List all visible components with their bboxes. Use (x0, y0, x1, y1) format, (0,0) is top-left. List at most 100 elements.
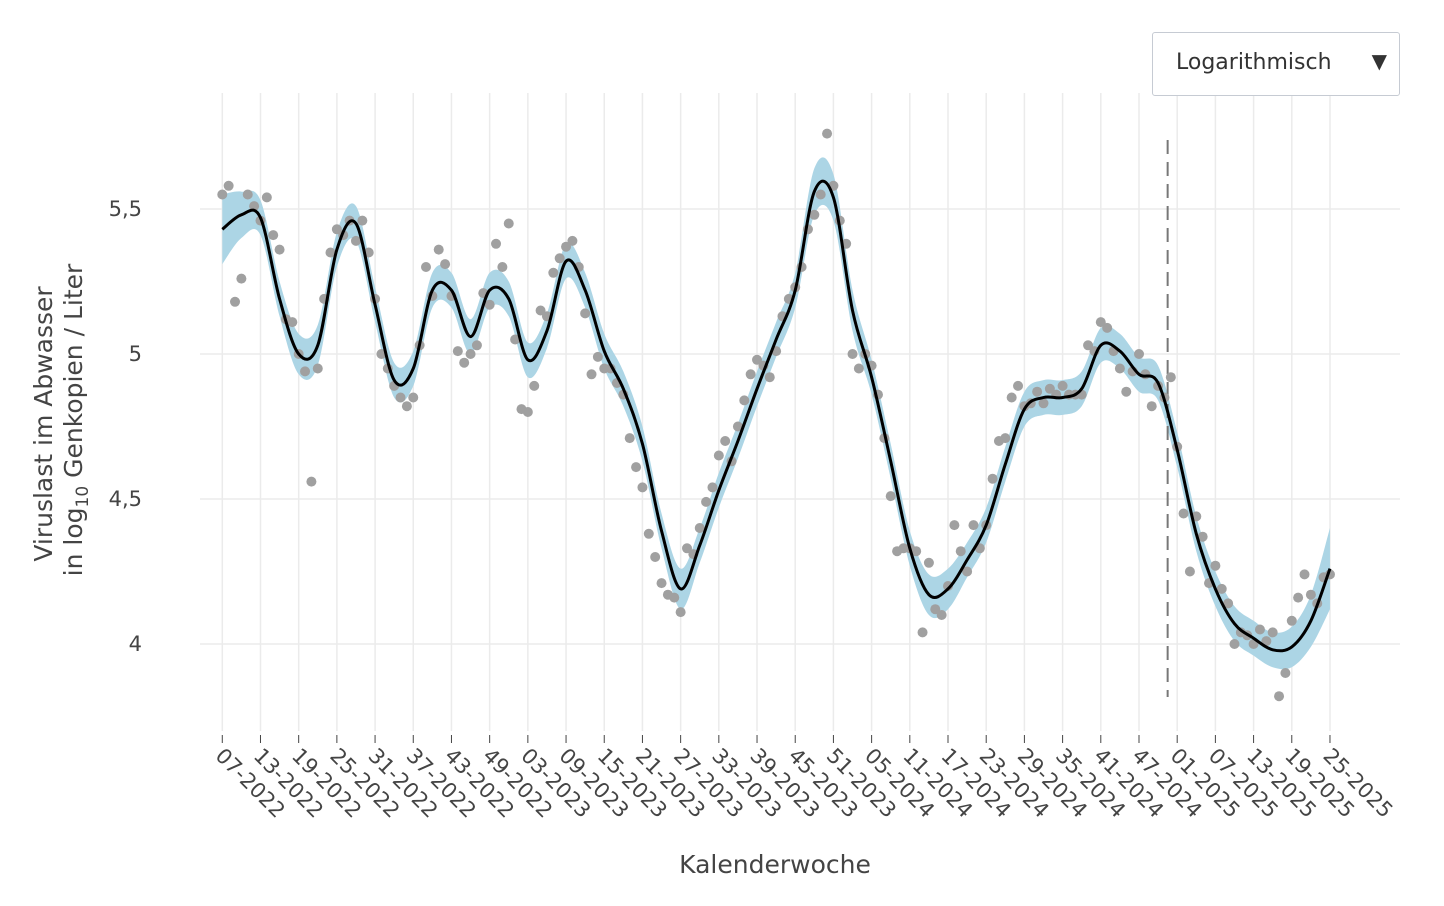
data-point (917, 627, 928, 638)
data-point (592, 351, 603, 362)
y-axis-title-part: Genkopien / Liter (59, 263, 88, 486)
data-point (1178, 508, 1189, 519)
data-point (1006, 392, 1017, 403)
data-point (350, 235, 361, 246)
data-point (955, 546, 966, 557)
y-axis-title: Viruslast im Abwasser in log10 Genkopien… (29, 263, 93, 576)
data-point (554, 253, 565, 264)
data-point (395, 392, 406, 403)
data-point (968, 520, 979, 531)
data-point (624, 433, 635, 444)
plot-area (217, 128, 1335, 702)
data-point (713, 450, 724, 461)
grid (200, 93, 1400, 731)
data-point (707, 482, 718, 493)
data-point (694, 523, 705, 533)
data-point (1102, 322, 1113, 333)
dropdown-label: Logarithmisch (1176, 50, 1332, 75)
data-point (401, 401, 412, 412)
data-point (1229, 639, 1240, 649)
data-point (1184, 566, 1195, 577)
data-point (809, 209, 820, 220)
data-point (847, 349, 858, 359)
data-point (325, 247, 336, 258)
data-point (567, 235, 578, 246)
data-point (732, 421, 743, 432)
data-point (1133, 349, 1144, 359)
data-point (720, 436, 731, 446)
data-point (1057, 380, 1068, 391)
data-point (650, 552, 661, 562)
trend-line (221, 179, 1332, 653)
data-point (656, 578, 667, 589)
data-point (331, 224, 342, 235)
data-point (300, 366, 311, 377)
data-point (1197, 531, 1208, 542)
data-point (1299, 569, 1310, 580)
axes: 44,555,507-202213-202219-202225-202231-2… (109, 197, 1398, 823)
data-point (561, 241, 572, 252)
data-point (1280, 668, 1291, 678)
data-point (522, 407, 533, 417)
data-point (242, 189, 253, 200)
data-point (274, 244, 285, 255)
data-point (1146, 401, 1157, 412)
data-point (452, 346, 463, 357)
data-point (675, 607, 686, 618)
data-point (815, 189, 826, 200)
x-axis-title: Kalenderwoche (679, 850, 871, 879)
data-point (408, 392, 419, 403)
y-axis-title-line: in log10 Genkopien / Liter (59, 263, 93, 576)
data-point (312, 363, 323, 374)
confidence-band (222, 157, 1330, 670)
data-point (459, 357, 470, 368)
data-point (471, 340, 482, 351)
data-point (586, 369, 597, 380)
data-point (1165, 372, 1176, 383)
y-axis-title-sub: 10 (73, 486, 93, 508)
data-point (987, 473, 998, 484)
data-point (853, 363, 864, 374)
data-point (923, 557, 934, 568)
y-tick-label: 4,5 (109, 487, 142, 511)
data-point (1254, 624, 1265, 635)
data-point (885, 491, 896, 502)
data-point (223, 180, 234, 191)
data-point (548, 267, 559, 278)
data-point (1083, 340, 1094, 351)
data-point (739, 395, 750, 406)
data-point (1261, 636, 1272, 647)
data-point (1223, 598, 1234, 609)
data-point (1044, 383, 1055, 394)
data-point (1274, 691, 1285, 702)
data-point (306, 476, 317, 487)
data-point (962, 566, 973, 577)
data-point (497, 262, 508, 272)
data-point (1286, 615, 1297, 626)
data-point (433, 244, 444, 255)
data-point (822, 128, 833, 139)
data-point (943, 581, 954, 591)
data-point (669, 592, 680, 603)
data-point (643, 528, 654, 539)
data-point (1095, 317, 1106, 328)
data-point (440, 259, 451, 270)
data-point (1210, 560, 1221, 571)
data-point (1305, 589, 1316, 600)
data-point (1293, 592, 1304, 603)
data-point (217, 189, 228, 200)
data-point (287, 317, 298, 328)
data-point (752, 354, 763, 365)
data-point (535, 305, 546, 316)
scale-dropdown[interactable]: Logarithmisch ▼ (1152, 32, 1400, 96)
data-point (631, 462, 642, 473)
data-point (682, 543, 693, 554)
data-point (268, 230, 279, 241)
data-point (930, 604, 941, 615)
data-point (637, 482, 648, 493)
data-point (420, 262, 431, 272)
data-point (745, 369, 756, 380)
data-point (1013, 380, 1024, 391)
data-point (1216, 583, 1227, 594)
